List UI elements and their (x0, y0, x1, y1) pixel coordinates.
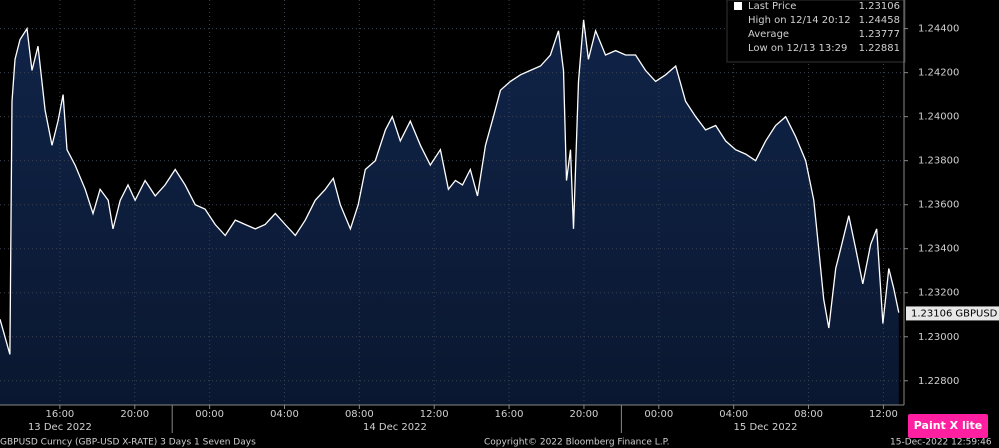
legend-value: 1.23106 (859, 1, 900, 12)
date-label: 13 Dec 2022 (28, 422, 92, 433)
legend-stat-value: 1.22881 (859, 43, 900, 54)
y-tick-label: 1.23000 (918, 332, 959, 343)
legend-stat-value: 1.23777 (859, 29, 900, 40)
footer-left: GBPUSD Curncy (GBP-USD X-RATE) 3 Days 1 … (0, 438, 256, 448)
x-tick-label: 12:00 (869, 409, 898, 420)
price-line (0, 19, 900, 355)
x-tick-label: 20:00 (120, 409, 149, 420)
x-tick-label: 00:00 (644, 409, 673, 420)
last-price-label: 1.23106 GBPUSD (911, 308, 998, 319)
x-tick-label: 08:00 (345, 409, 374, 420)
date-label: 15 Dec 2022 (734, 422, 798, 433)
x-tick-label: 16:00 (495, 409, 524, 420)
x-tick-label: 04:00 (719, 409, 748, 420)
legend-label: Last Price (748, 1, 796, 12)
legend-stat-value: 1.24458 (859, 15, 900, 26)
y-tick-label: 1.24400 (918, 24, 959, 35)
legend-box (726, 0, 906, 63)
x-tick-label: 16:00 (45, 409, 74, 420)
last-price-tag (906, 306, 999, 321)
legend-stat-label: Average (748, 29, 789, 40)
legend-swatch (734, 2, 742, 10)
plot-area (0, 0, 904, 406)
footer-right: 15-Dec-2022 12:59:46 (890, 438, 992, 448)
ticker: GBPUSD (955, 308, 997, 319)
y-tick-label: 1.23600 (918, 200, 959, 211)
x-tick-label: 04:00 (270, 409, 299, 420)
x-tick-label: 20:00 (570, 409, 599, 420)
y-tick-label: 1.23200 (918, 288, 959, 299)
y-tick-label: 1.22800 (918, 376, 959, 387)
watermark: Paint X lite (914, 419, 982, 432)
watermark-box (908, 414, 988, 438)
legend: Last Price 1.23106 High on 12/14 20:12 1.… (726, 0, 906, 63)
y-tick-label: 1.24000 (918, 112, 959, 123)
x-tick-label: 00:00 (195, 409, 224, 420)
area-fill (0, 19, 899, 406)
footer-center: Copyright© 2022 Bloomberg Finance L.P. (484, 438, 669, 448)
x-tick-label: 12:00 (420, 409, 449, 420)
last-price-value: 1.23106 (911, 308, 952, 319)
legend-stat-label: High on 12/14 20:12 (748, 15, 851, 26)
y-tick-label: 1.23800 (918, 156, 959, 167)
y-tick-label: 1.23400 (918, 244, 959, 255)
legend-stat-label: Low on 12/13 13:29 (748, 43, 847, 54)
x-tick-label: 08:00 (794, 409, 823, 420)
y-tick-label: 1.24200 (918, 68, 959, 79)
date-label: 14 Dec 2022 (363, 422, 427, 433)
